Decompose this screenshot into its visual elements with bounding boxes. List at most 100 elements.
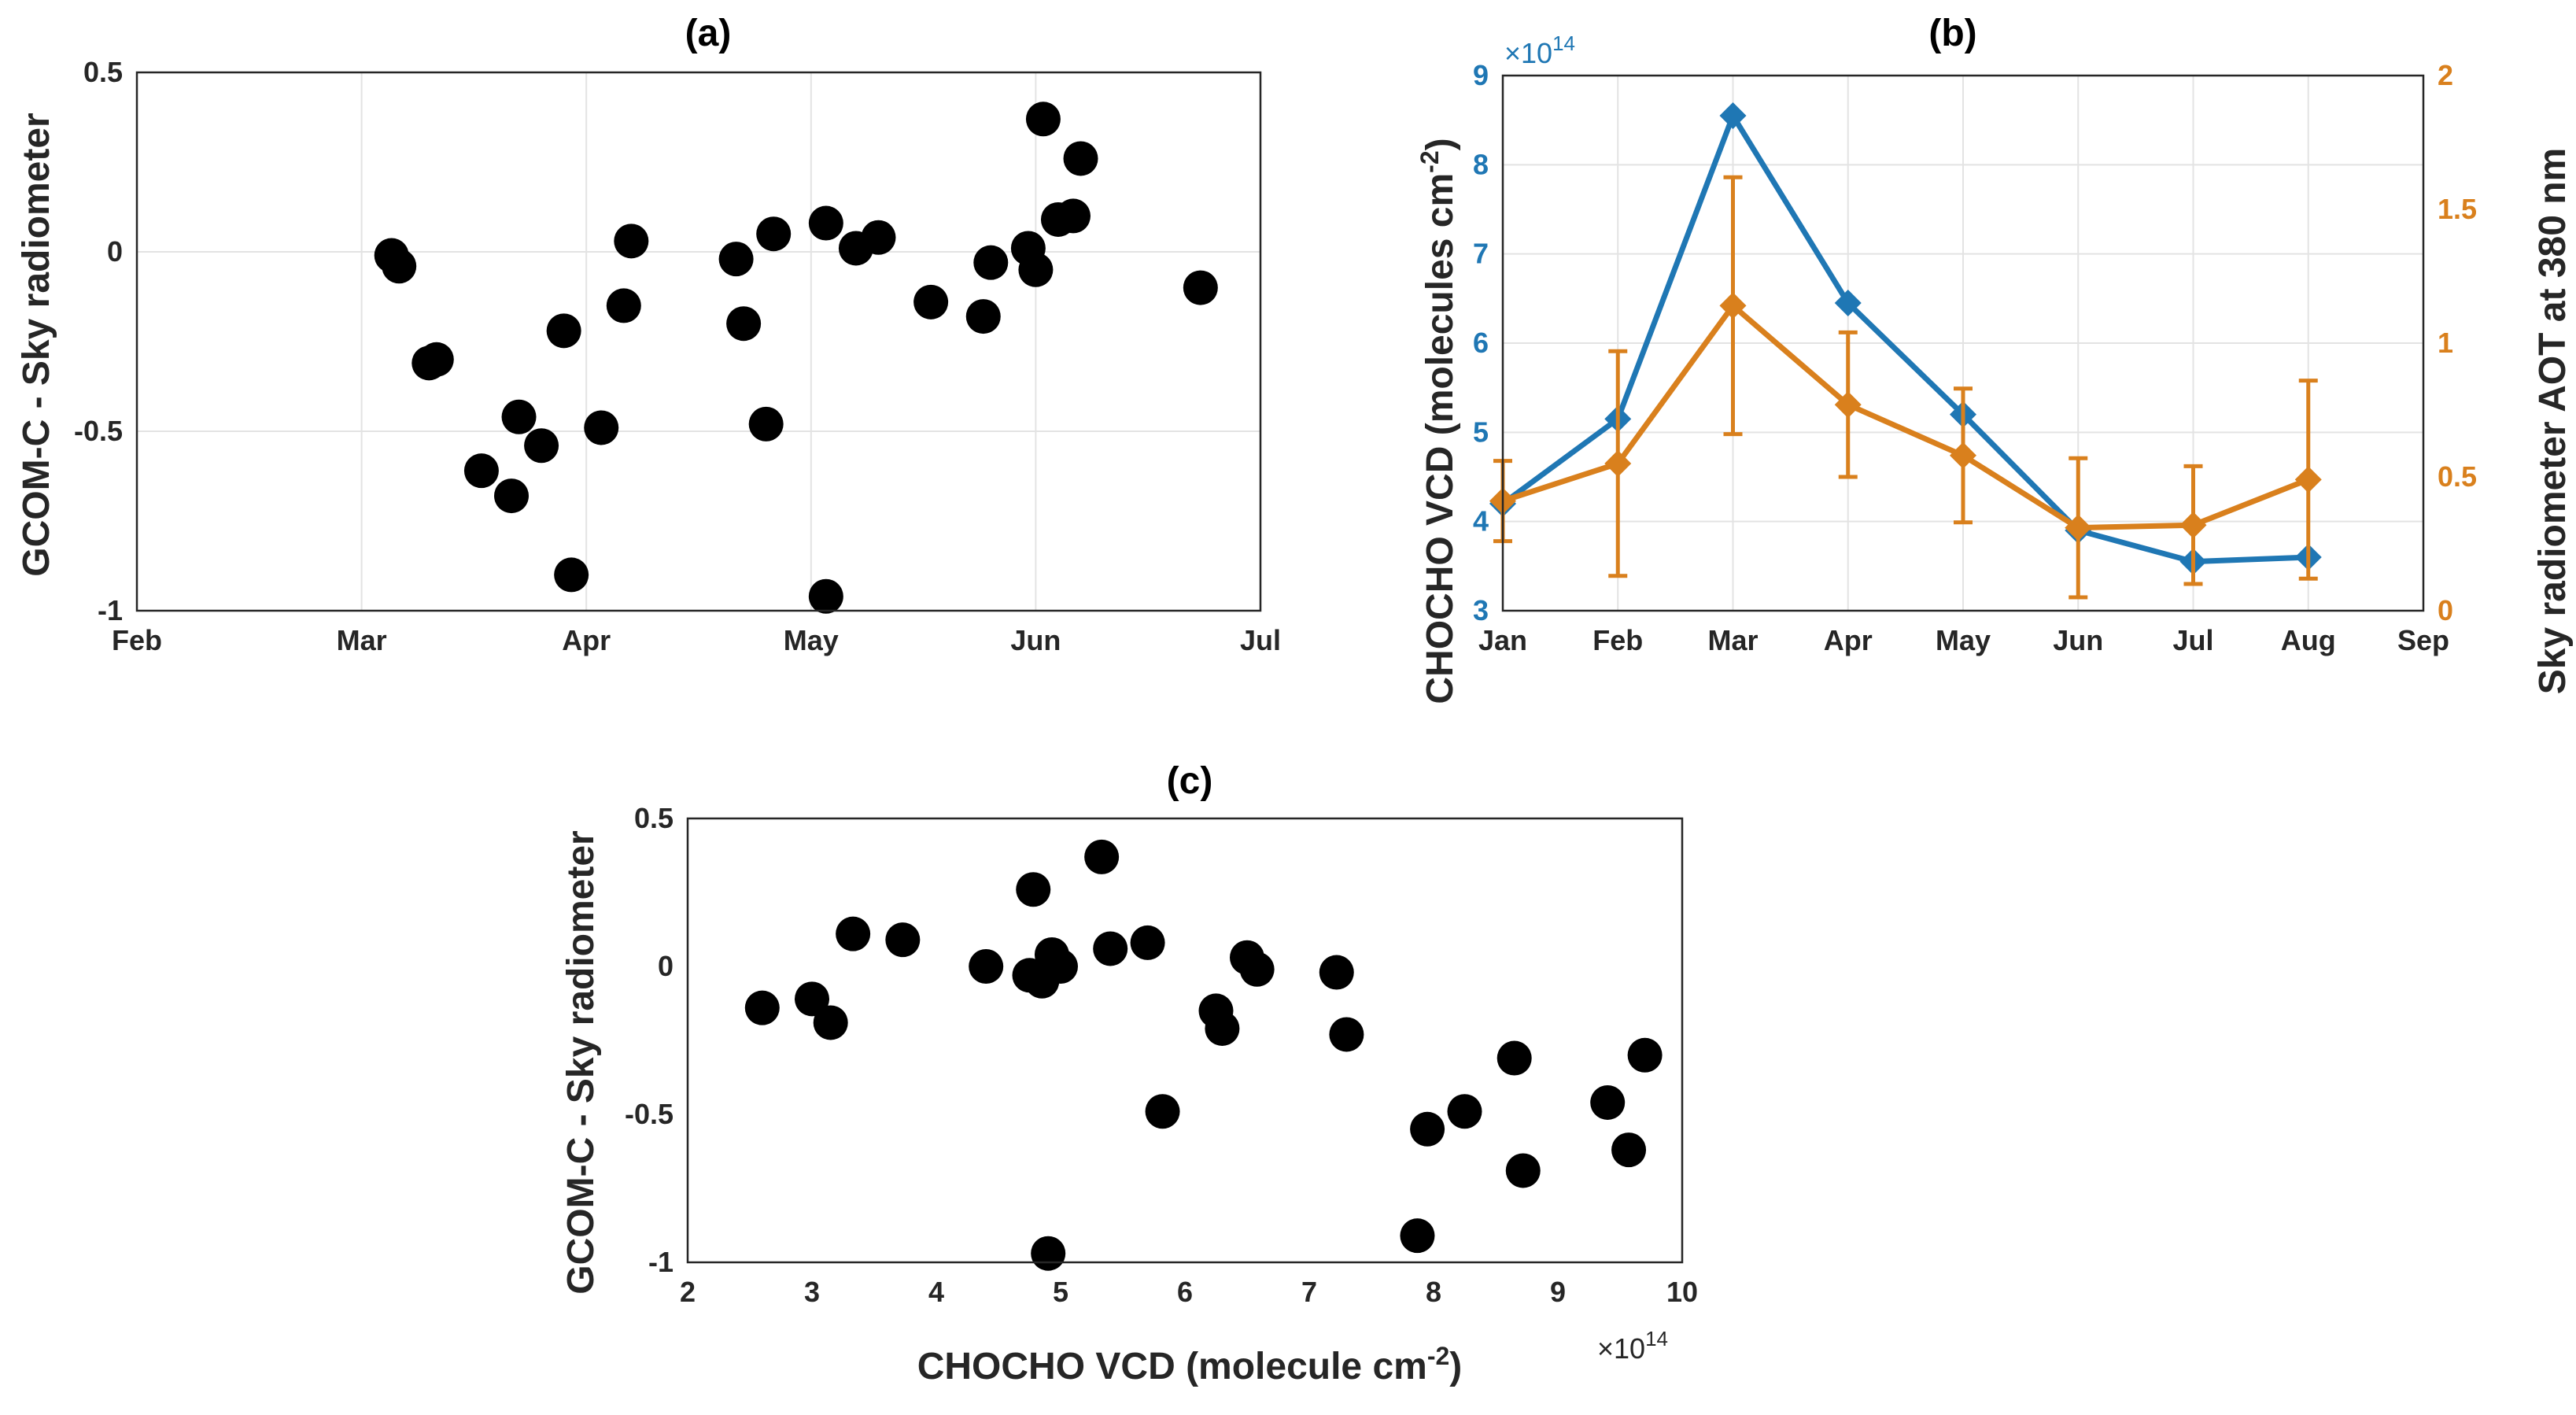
panel-a-data-point — [726, 306, 762, 342]
panel-b-x-tick-label: Mar — [1707, 624, 1758, 656]
panel-c-x-tick-label: 10 — [1666, 1276, 1698, 1308]
panel-b-aot-line — [1501, 302, 2310, 531]
panel-c-x-tick-label: 3 — [804, 1276, 820, 1308]
panel-b-x-tick-label: Jan — [1478, 624, 1527, 656]
panel-b-y-tick-label: 7 — [1473, 238, 1489, 270]
panel-a-data-point — [1025, 102, 1061, 137]
panel-c-data-point — [1319, 955, 1354, 990]
panel-b-tick-labels: Jan Feb Mar Apr May Jun Jul Aug Sep 3 4 5 6 7 8 9 0 0.5 1 1… — [1473, 59, 2477, 656]
panel-c-data-point — [1093, 931, 1128, 966]
panel-a-data-point — [606, 288, 641, 323]
panel-a-data-point — [965, 299, 1001, 334]
panel-a-x-tick-label: Jul — [1240, 624, 1281, 656]
panel-a-data-point — [748, 406, 784, 441]
panel-a-data-point — [718, 242, 754, 277]
panel-a-data-point — [1183, 270, 1218, 305]
panel-b-x-tick-label: Sep — [2397, 624, 2449, 656]
panel-c-data-point — [1043, 949, 1078, 984]
panel-a-data-point — [494, 478, 529, 514]
panel-b-x-tick-label: May — [1936, 624, 1991, 656]
panel-a-x-tick-label: Jun — [1010, 624, 1061, 656]
panel-a-data-point — [808, 578, 843, 614]
panel-c-points — [744, 839, 1663, 1271]
panel-c-data-point — [1611, 1132, 1647, 1168]
panel-b-x-tick-label: Jun — [2053, 624, 2103, 656]
panel-c-y-tick-label: -0.5 — [625, 1098, 674, 1130]
panel-a-data-point — [1056, 198, 1091, 234]
panel-a-data-point — [524, 428, 559, 464]
panel-c-data-point — [1329, 1017, 1364, 1052]
panel-c-x-tick-label: 4 — [928, 1276, 944, 1308]
panel-b-y2-tick-label: 1.5 — [2438, 193, 2477, 225]
panel-c-data-point — [1031, 1236, 1066, 1271]
panel-a-data-point — [973, 245, 1009, 280]
panel-c-x-tick-label: 6 — [1177, 1276, 1193, 1308]
panel-c-data-point — [1205, 1010, 1240, 1046]
panel-b-chocho-marker — [1719, 102, 1747, 129]
panel-b-aot-marker — [1604, 450, 1632, 477]
panel-b-y-exponent: ×1014 — [1504, 31, 1575, 69]
panel-a-data-point — [546, 313, 581, 349]
panel-b-aot-marker — [1719, 292, 1747, 320]
panel-a-data-point — [1063, 141, 1098, 176]
panel-a-x-tick-label: Apr — [562, 624, 611, 656]
panel-a-data-point — [756, 216, 792, 252]
panel-b-aot-marker — [1834, 391, 1862, 419]
panel-c-data-point — [836, 916, 871, 951]
panel-c-data-point — [1239, 951, 1275, 987]
panel-b-title: (b) — [1928, 13, 1976, 54]
panel-c-data-point — [1145, 1094, 1180, 1129]
panel-c-data-point — [744, 990, 780, 1025]
panel-a-data-point — [808, 205, 843, 241]
panel-c-data-point — [969, 949, 1004, 984]
panel-c-data-point — [1130, 925, 1165, 960]
panel-b-y2-tick-label: 0 — [2438, 594, 2453, 626]
panel-b-y2-tick-label: 2 — [2438, 59, 2453, 91]
panel-a-data-point — [614, 224, 649, 259]
panel-b: (b) ×1014 CHOCHO VCD (molecules cm-2) Sk… — [1415, 13, 2574, 704]
panel-c-x-tick-label: 8 — [1426, 1276, 1441, 1308]
panel-c-x-axis-label: CHOCHO VCD (molecule cm-2) — [917, 1342, 1463, 1387]
panel-c-data-point — [1410, 1111, 1445, 1147]
panel-a-y-axis-label: GCOM-C - Sky radiometer — [16, 113, 57, 576]
panel-b-y-tick-label: 8 — [1473, 148, 1489, 180]
panel-c-x-tick-label: 9 — [1550, 1276, 1566, 1308]
panel-b-y-tick-label: 4 — [1473, 505, 1489, 538]
panel-c-y-tick-label: -1 — [648, 1246, 674, 1278]
panel-c-y-tick-label: 0.5 — [634, 802, 674, 834]
panel-a-data-point — [501, 399, 537, 434]
panel-b-x-tick-label: Apr — [1824, 624, 1873, 656]
panel-c-x-exponent: ×1014 — [1597, 1327, 1668, 1365]
panel-c-data-point — [1447, 1094, 1482, 1129]
panel-b-y2-tick-label: 1 — [2438, 327, 2453, 359]
panel-a-title: (a) — [685, 13, 732, 54]
panel-b-grid — [1503, 76, 2423, 611]
panel-a: (a) GCOM-C - Sky radiometer Feb Mar Apr May… — [16, 13, 1281, 656]
panel-a-data-point — [1018, 252, 1054, 287]
panel-a-frame — [135, 71, 1262, 612]
panel-c-data-point — [885, 922, 921, 958]
panel-a-tick-labels: Feb Mar Apr May Jun Jul -1 -0.5 0 0.5 — [74, 56, 1281, 656]
panel-c-data-point — [1084, 839, 1120, 874]
panel-a-y-tick-label: 0.5 — [83, 56, 123, 88]
panel-a-x-tick-label: Mar — [337, 624, 387, 656]
panel-c: (c) GCOM-C - Sky radiometer CHOCHO VCD (… — [560, 760, 1698, 1387]
panel-a-y-tick-label: -0.5 — [74, 415, 123, 447]
panel-a-x-tick-label: Feb — [112, 624, 162, 656]
panel-c-x-tick-label: 5 — [1053, 1276, 1068, 1308]
panel-a-data-point — [584, 410, 619, 445]
panel-a-points — [374, 102, 1218, 614]
panel-b-y-tick-label: 6 — [1473, 327, 1489, 359]
panel-b-series — [1489, 102, 2322, 600]
panel-a-y-tick-label: 0 — [107, 235, 123, 268]
panel-a-data-point — [913, 284, 949, 320]
panel-c-data-point — [1400, 1218, 1435, 1254]
panel-c-x-tick-label: 2 — [680, 1276, 696, 1308]
panel-c-data-point — [795, 981, 829, 1017]
panel-c-data-point — [813, 1005, 848, 1040]
panel-b-aot-marker — [2294, 466, 2322, 493]
panel-c-y-tick-label: 0 — [658, 950, 674, 982]
panel-b-frame — [1501, 74, 2425, 612]
panel-c-x-tick-label: 7 — [1301, 1276, 1317, 1308]
